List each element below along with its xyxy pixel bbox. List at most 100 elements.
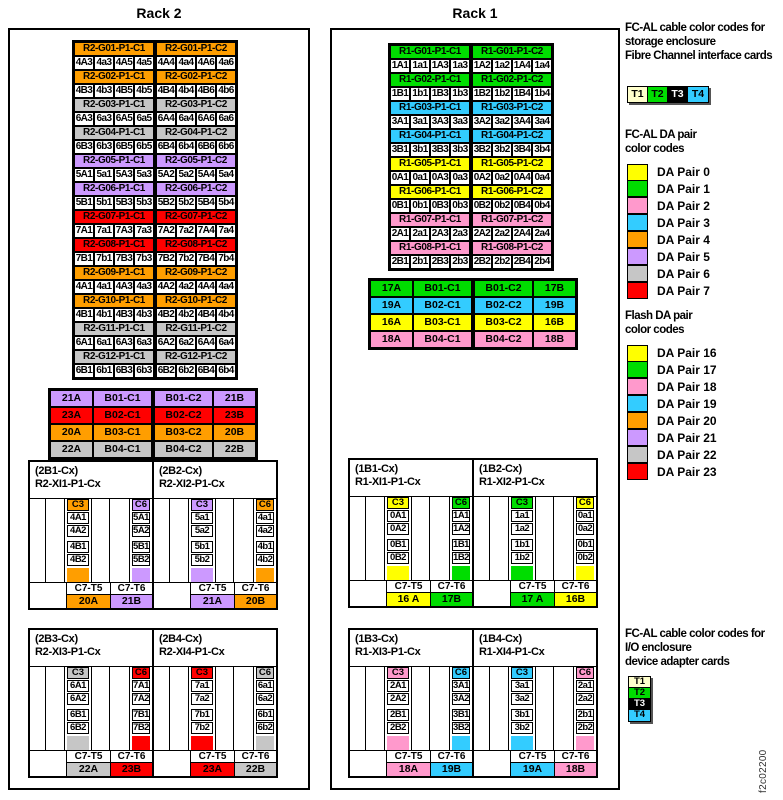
slot-c6: C6 5A1 5A2 5B1 5B2 xyxy=(130,499,152,582)
color-swatch xyxy=(627,265,648,282)
slot-empty xyxy=(430,667,450,750)
port-cell: 6b3 xyxy=(134,364,154,378)
da-pair-label: DA Pair 6 xyxy=(657,267,710,281)
bottom-empty-cell xyxy=(154,751,191,776)
column-divider xyxy=(154,322,156,350)
port-cell: 4B5 xyxy=(114,84,134,98)
group-column: R2-G01-P1-C1 4A3 4a3 4A5 4a5 xyxy=(74,42,154,70)
da-pair-label: DA Pair 17 xyxy=(657,363,717,377)
group-column: R1-G01-P1-C2 1A2 1a2 1A4 1a4 xyxy=(472,45,552,73)
group-header-cell: R1-G04-P1-C2 xyxy=(472,129,552,143)
color-swatch xyxy=(627,361,648,378)
slot-empty xyxy=(412,667,430,750)
adapter-card-filler xyxy=(132,568,150,582)
port-row: 4B4 4b4 4B6 4b6 xyxy=(156,84,236,98)
group-column: R2-G02-P1-C1 4B3 4b3 4B5 4b5 xyxy=(74,70,154,98)
column-divider xyxy=(472,331,474,348)
group-column: R2-G04-P1-C1 6B3 6b3 6B5 6b5 xyxy=(74,126,154,154)
port-cell: 7B4 xyxy=(196,252,216,266)
port-cell: 6A3 xyxy=(74,112,94,126)
port-cell: 4b4 xyxy=(216,308,236,322)
port-cell: 6A6 xyxy=(196,112,216,126)
port-row: 6B3 6b3 6B5 6b5 xyxy=(74,140,154,154)
da-pair-value: 19A xyxy=(511,763,554,776)
adapter-port-cell: 1B1 xyxy=(452,539,470,551)
bay-row: 20A B03-C1 B03-C2 20B xyxy=(50,424,256,441)
port-cell: 6B3 xyxy=(74,140,94,154)
port-cell: 4a2 xyxy=(176,280,196,294)
port-cell: 4A3 xyxy=(74,56,94,70)
adapter-port-cell: 2b1 xyxy=(576,709,594,721)
column-divider xyxy=(152,390,154,407)
connector-cell: C7-T5 22A xyxy=(67,751,111,776)
rack-1-bay-table: 17A B01-C1 B01-C2 17B 19A B02-C1 B02-C2 19B 16A B… xyxy=(368,278,578,350)
port-cell: 6A5 xyxy=(114,112,134,126)
port-row: 3B2 3b2 3B4 3b4 xyxy=(472,143,552,157)
da-pair-label: DA Pair 7 xyxy=(657,284,710,298)
adapter-port-cell: 2B1 xyxy=(387,709,409,721)
port-cell: 1A4 xyxy=(512,59,532,73)
enclosure-location: R1-XI3-P1-Cx xyxy=(355,646,421,658)
adapter-card-label: C3 xyxy=(191,499,213,511)
group-header-cell: R2-G11-P1-C2 xyxy=(156,322,236,336)
storage-group-row: R1-G07-P1-C1 2A1 2a1 2A3 2a3 R1-G07-P1-C2 2A2 2… xyxy=(390,213,552,241)
adapter-port-cell: 1a2 xyxy=(511,523,533,535)
t-port-cell: T3 xyxy=(668,87,688,102)
connector-label: C7-T5 xyxy=(191,751,234,763)
bay-row: 21A B01-C1 B01-C2 21B xyxy=(50,390,256,407)
bay-card-cell: B01-C2 xyxy=(154,390,213,407)
port-cell: 0B2 xyxy=(472,199,492,213)
slot-area: C3 0A1 0A2 0B1 0B2 C6 1A1 1A2 1B1 1B2 xyxy=(350,496,472,580)
bay-row: 22A B04-C1 B04-C2 22B xyxy=(50,441,256,458)
port-cell: 4B6 xyxy=(196,84,216,98)
group-column: R1-G04-P1-C1 3B1 3b1 3B3 3b3 xyxy=(390,129,470,157)
storage-group-row: R1-G02-P1-C1 1B1 1b1 1B3 1b3 R1-G02-P1-C2 1B2 1… xyxy=(390,73,552,101)
group-column: R2-G03-P1-C1 6A3 6a3 6A5 6a5 xyxy=(74,98,154,126)
group-header-cell: R1-G03-P1-C1 xyxy=(390,101,470,115)
da-pair-port-cell: 20A xyxy=(50,424,93,441)
da-pair-value: 20A xyxy=(67,595,110,608)
da-pair-color-list: DA Pair 0 DA Pair 1 DA Pair 2 DA Pair 3 DA P… xyxy=(627,164,710,300)
group-column: R2-G05-P1-C1 5A1 5a1 5A3 5a3 xyxy=(74,154,154,182)
group-column: R2-G06-P1-C2 5B2 5b2 5B4 5b4 xyxy=(156,182,236,210)
slot-empty xyxy=(474,497,490,580)
port-cell: 4a3 xyxy=(94,56,114,70)
slot-c6: C6 7A1 7A2 7B1 7B2 xyxy=(130,667,152,750)
port-cell: 4A3 xyxy=(114,280,134,294)
enclosure-bottom-row: C7-T5 18A C7-T6 19B xyxy=(350,750,472,776)
port-cell: 2b2 xyxy=(492,255,512,269)
port-cell: 2B1 xyxy=(390,255,410,269)
flash-da-pair-color-list: DA Pair 16 DA Pair 17 DA Pair 18 DA Pair 19… xyxy=(627,345,717,481)
legend-da-pair-title-line: color codes xyxy=(625,143,685,155)
da-pair-row: DA Pair 18 xyxy=(627,378,717,396)
port-cell: 5B1 xyxy=(74,196,94,210)
port-cell: 4A6 xyxy=(196,56,216,70)
port-cell: 4a1 xyxy=(94,280,114,294)
da-pair-row: DA Pair 4 xyxy=(627,231,710,249)
connector-label: C7-T6 xyxy=(235,751,276,763)
enclosure-id: (1B3-Cx) xyxy=(355,633,398,645)
port-cell: 0b2 xyxy=(492,199,512,213)
slot-empty xyxy=(366,497,385,580)
bay-card-cell: B03-C2 xyxy=(154,424,213,441)
adapter-port-cell: 6a1 xyxy=(256,680,274,692)
group-column: R2-G10-P1-C1 4B1 4b1 4B3 4b3 xyxy=(74,294,154,322)
adapter-port-cell: 3a1 xyxy=(511,680,533,692)
adapter-port-cell: 4B2 xyxy=(67,554,89,566)
adapter-card-filler xyxy=(452,736,470,750)
group-column: R2-G09-P1-C1 4A1 4a1 4A3 4a3 xyxy=(74,266,154,294)
adapter-card-filler xyxy=(511,736,533,750)
port-cell: 4a3 xyxy=(134,280,154,294)
rack-1-storage-group-table: R1-G01-P1-C1 1A1 1a1 1A3 1a3 R1-G01-P1-C2 1A2 1… xyxy=(388,43,554,271)
port-row: 2A1 2a1 2A3 2a3 xyxy=(390,227,470,241)
port-cell: 2a4 xyxy=(532,227,552,241)
group-column: R1-G02-P1-C2 1B2 1b2 1B4 1b4 xyxy=(472,73,552,101)
adapter-card-filler xyxy=(191,568,213,582)
connector-cell: C7-T6 23B xyxy=(111,751,152,776)
connector-cell: C7-T6 19B xyxy=(431,751,472,776)
port-row: 4A3 4a3 4A5 4a5 xyxy=(74,56,154,70)
group-column: R2-G11-P1-C2 6A2 6a2 6A4 6a4 xyxy=(156,322,236,350)
da-pair-port-cell: 21A xyxy=(50,390,93,407)
adapter-port-cell: 2b2 xyxy=(576,722,594,734)
group-header-cell: R2-G11-P1-C1 xyxy=(74,322,154,336)
